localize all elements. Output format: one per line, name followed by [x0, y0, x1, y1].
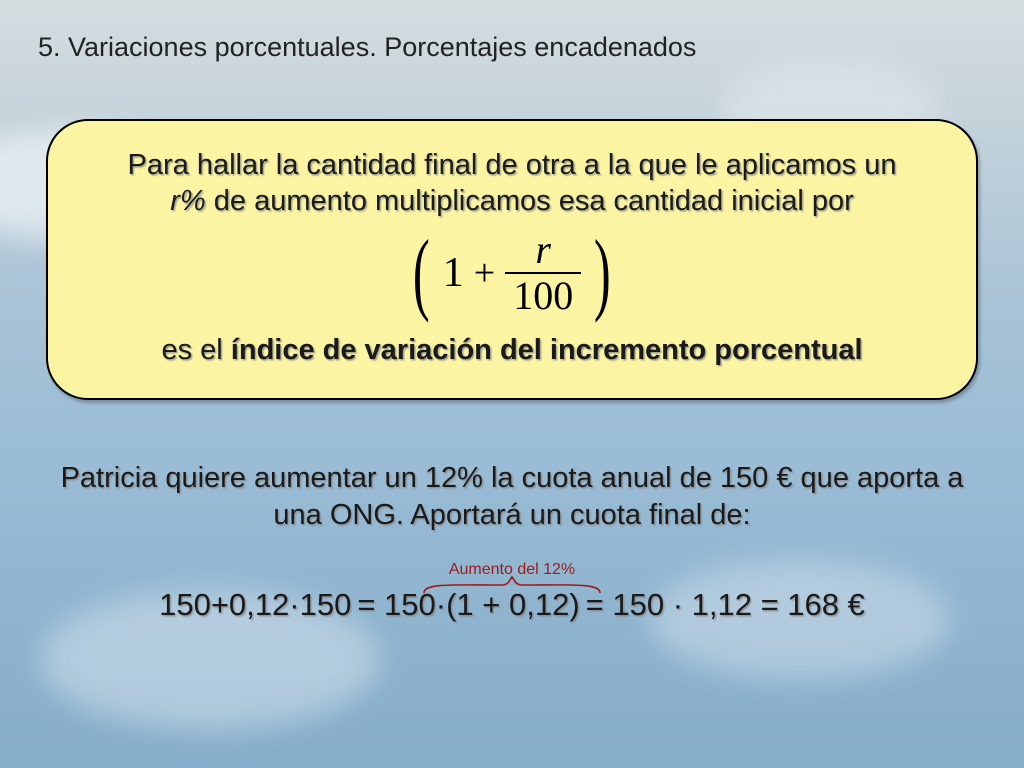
section-heading: 5. Variaciones porcentuales. Porcentajes…: [38, 32, 986, 63]
formula-plus: +: [474, 251, 495, 295]
fraction-denominator: 100: [513, 274, 573, 316]
callout-conclusion-a: es el: [161, 334, 230, 366]
formula-inner: 1 + r 100: [443, 230, 581, 316]
paren-right-icon: ): [594, 240, 611, 304]
equation-part-3: = 150 · 1,12 = 168 €: [586, 587, 865, 623]
callout-intro: Para hallar la cantidad final de otra a …: [76, 147, 948, 220]
formula-one: 1: [443, 249, 464, 297]
paren-left-icon: (: [413, 240, 430, 304]
example-text: Patricia quiere aumentar un 12% la cuota…: [38, 460, 986, 535]
callout-conclusion-b: índice de variación del incremento porce…: [231, 334, 863, 366]
equation-block: Aumento del 12% 150+0,12·150 = 150·(1 + …: [38, 561, 986, 623]
formula-fraction: r 100: [505, 230, 581, 316]
fraction-numerator: r: [533, 230, 553, 272]
callout-intro-a: Para hallar la cantidad final de otra a …: [128, 149, 897, 181]
equation-part-1: 150+0,12·150: [159, 587, 351, 623]
definition-callout: Para hallar la cantidad final de otra a …: [46, 119, 978, 400]
callout-conclusion: es el índice de variación del incremento…: [76, 332, 948, 368]
brace-annotation: Aumento del 12%: [422, 561, 602, 589]
callout-intro-r: r%: [170, 185, 205, 217]
formula: ( 1 + r 100 ): [76, 230, 948, 316]
slide: 5. Variaciones porcentuales. Porcentajes…: [0, 0, 1024, 768]
callout-intro-c: de aumento multiplicamos esa cantidad in…: [206, 185, 854, 217]
